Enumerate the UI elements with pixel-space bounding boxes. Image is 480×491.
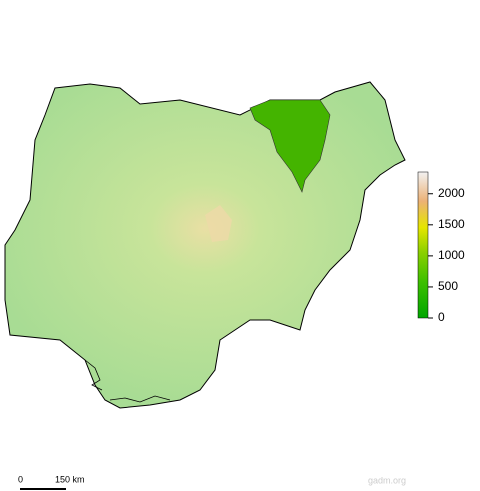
scale-start: 0 [18, 474, 23, 484]
legend-tick-label: 0 [438, 310, 445, 324]
legend-tick-label: 1000 [438, 248, 465, 262]
delta-outline [84, 359, 171, 403]
legend-tick-label: 500 [438, 279, 458, 293]
legend-tick-label: 2000 [438, 186, 465, 200]
credit: gadm.org [368, 475, 406, 485]
colorbar [417, 171, 429, 319]
legend-tick-label: 1500 [438, 217, 465, 231]
country-shape [4, 81, 406, 409]
northeast-region [249, 99, 331, 193]
scale-end: 150 km [55, 474, 85, 484]
highland [205, 205, 232, 242]
